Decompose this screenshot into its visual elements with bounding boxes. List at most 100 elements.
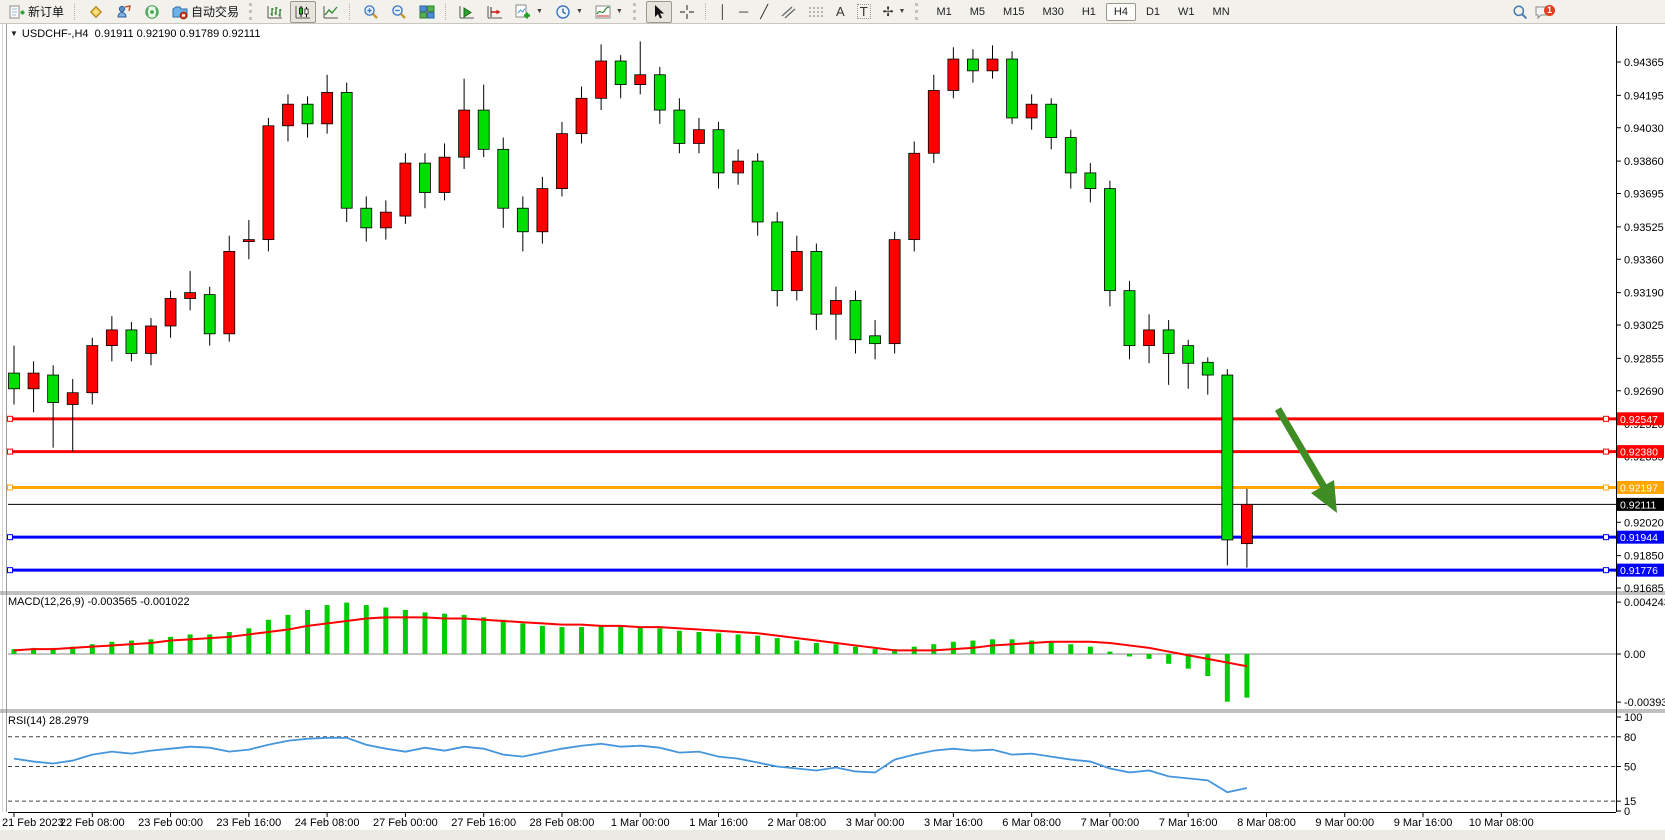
indicators-icon	[595, 5, 611, 18]
timeframe-H1[interactable]: H1	[1081, 5, 1096, 18]
trend-arrow-head[interactable]	[1311, 480, 1337, 513]
tile-windows-button[interactable]	[414, 1, 440, 23]
timeframe-H4[interactable]: H4	[1105, 2, 1136, 21]
fibonacci-tool-button[interactable]	[803, 1, 829, 23]
macd-bar	[383, 607, 389, 654]
bar-chart-icon	[267, 5, 283, 18]
chart-shift-button[interactable]	[482, 1, 508, 23]
bar-chart-type-button[interactable]	[262, 1, 288, 23]
hline-handle[interactable]	[7, 484, 13, 491]
timeframe-M30[interactable]: M30	[1042, 5, 1064, 18]
rsi-tick-label: 0	[1624, 806, 1630, 818]
vertical-line-tool-button[interactable]: │	[714, 1, 732, 23]
timeframe-M1[interactable]: M1	[936, 5, 952, 18]
chart-canvas[interactable]: 0.94365 0.94195 0.94030 0.93860 0.93695 0.935…	[0, 24, 1665, 830]
hline-price-label-box	[1617, 445, 1664, 459]
candle-down	[497, 148, 510, 209]
candle-up	[556, 133, 568, 189]
dropdown-caret[interactable]: ▼	[898, 8, 906, 15]
rsi-tick-label: 100	[1624, 712, 1642, 724]
timeframe-W1[interactable]: W1	[1178, 5, 1195, 18]
dropdown-caret[interactable]: ▼	[536, 8, 543, 15]
candle-down	[419, 162, 431, 193]
macd-bar	[1048, 641, 1054, 654]
candle-up	[242, 239, 255, 242]
timeframe-M5[interactable]: M5	[969, 5, 986, 18]
text-tool-button[interactable]: A	[831, 1, 850, 23]
timeframe-MN[interactable]: MN	[1212, 5, 1230, 18]
metaeditor-button[interactable]	[83, 1, 109, 23]
fibonacci-icon	[809, 7, 824, 16]
macd-bar	[1146, 654, 1152, 659]
zoom-in-button[interactable]	[358, 1, 384, 23]
price-tick-label: 0.93360	[1624, 254, 1664, 266]
macd-bar	[520, 623, 526, 654]
cursor-tool-button[interactable]	[645, 0, 672, 23]
crosshair-tool-button[interactable]	[674, 1, 700, 23]
candle-down	[771, 221, 784, 292]
candle-down	[516, 207, 529, 233]
hline-price-label-box	[1617, 563, 1664, 577]
candle-down	[1064, 137, 1077, 174]
candle-up	[947, 58, 960, 91]
hline-handle[interactable]	[1603, 534, 1609, 541]
periods-button[interactable]: ▼	[550, 1, 588, 23]
hline-handle[interactable]	[1603, 484, 1609, 491]
macd-bar	[1107, 651, 1113, 654]
horizontal-line-icon: ─	[738, 4, 749, 19]
time-tick-label: 2 Mar 08:00	[767, 817, 826, 829]
trendline-tool-button[interactable]: ╱	[755, 1, 773, 23]
candle-down	[1201, 361, 1214, 376]
time-tick-label: 1 Mar 00:00	[611, 817, 670, 829]
new-order-button[interactable]: 新订单	[4, 1, 69, 23]
hline-handle[interactable]	[1603, 448, 1609, 455]
zoom-out-button[interactable]	[386, 1, 412, 23]
clock-icon	[556, 4, 570, 19]
line-chart-type-button[interactable]	[318, 1, 344, 23]
candlestick-chart-type-button[interactable]	[290, 0, 317, 23]
search-icon[interactable]	[1512, 4, 1528, 20]
separator	[704, 3, 709, 20]
timeframe-M15[interactable]: M15	[1003, 5, 1025, 18]
rsi-tick-label: 80	[1624, 732, 1636, 744]
toolbar-grip[interactable]	[915, 3, 923, 20]
community-button[interactable]	[111, 1, 137, 23]
indicators-button[interactable]: ▼	[590, 1, 628, 23]
time-tick-label: 7 Mar 00:00	[1081, 817, 1140, 829]
dropdown-caret[interactable]: ▼	[615, 8, 623, 15]
notifications-button[interactable]: 1	[1534, 4, 1555, 20]
toolbar-grip[interactable]	[632, 3, 641, 20]
dropdown-caret[interactable]: ▼	[575, 8, 583, 15]
macd-bar	[344, 602, 350, 654]
macd-bar	[755, 635, 761, 654]
hline-handle[interactable]	[7, 534, 13, 541]
time-tick-label: 27 Feb 00:00	[373, 817, 438, 829]
macd-bar	[716, 633, 722, 654]
macd-bar	[109, 641, 115, 654]
trend-arrow-line[interactable]	[1274, 407, 1328, 489]
channel-tool-button[interactable]	[775, 1, 801, 23]
hline-handle[interactable]	[1603, 415, 1609, 422]
time-tick-label: 23 Feb 00:00	[138, 817, 203, 829]
candle-down	[1182, 345, 1195, 364]
hline-handle[interactable]	[1603, 567, 1609, 574]
hline-handle[interactable]	[7, 567, 13, 574]
new-chart-button[interactable]: ▼	[510, 1, 548, 23]
arrows-tool-button[interactable]: ✢ ▼	[878, 1, 911, 23]
new-chart-icon	[515, 4, 531, 18]
hline-handle[interactable]	[7, 415, 13, 422]
candle-up	[888, 239, 901, 345]
candle-up	[536, 188, 549, 233]
collapse-triangle-icon[interactable]: ▼	[10, 29, 18, 38]
auto-scroll-button[interactable]	[454, 1, 480, 23]
price-tick-label: 0.94030	[1624, 123, 1664, 135]
autotrade-button[interactable]: 自动交易	[167, 1, 244, 23]
auto-scroll-icon	[459, 5, 475, 18]
signals-button[interactable]	[139, 1, 165, 23]
toolbar-grip[interactable]	[249, 3, 257, 20]
timeframe-D1[interactable]: D1	[1145, 5, 1161, 18]
horizontal-line-tool-button[interactable]: ─	[734, 1, 753, 23]
hline-handle[interactable]	[7, 448, 13, 455]
candle-up	[908, 152, 921, 241]
text-label-tool-button[interactable]: T	[852, 1, 876, 23]
